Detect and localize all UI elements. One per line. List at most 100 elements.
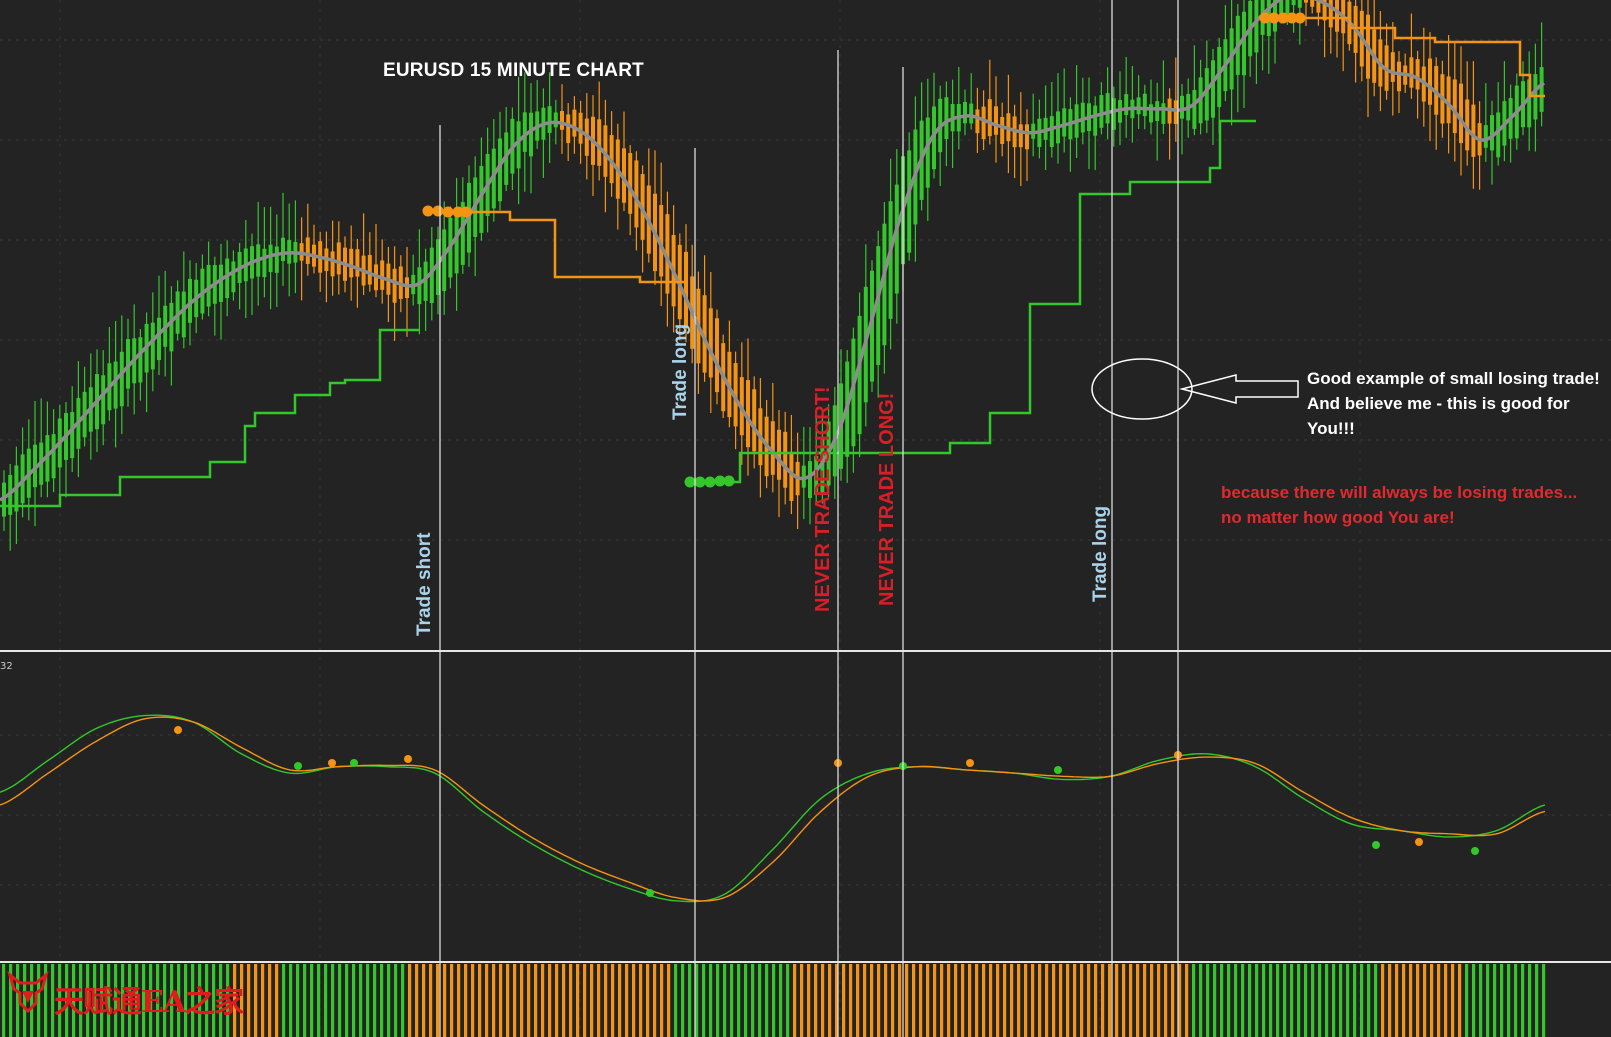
candle-body — [1254, 0, 1259, 53]
candle-body — [882, 223, 887, 346]
candle-body — [547, 106, 552, 133]
candle-body — [274, 246, 279, 273]
histogram-bar — [72, 964, 76, 1037]
candle-body — [1291, 0, 1296, 6]
histogram-bar — [625, 964, 629, 1037]
candle-body — [1390, 52, 1395, 82]
candle-body — [33, 444, 37, 488]
candle-body — [708, 308, 713, 378]
histogram-bar — [366, 964, 370, 1037]
candle-body — [684, 251, 688, 329]
histogram-bar — [310, 964, 314, 1037]
histogram-bar — [443, 964, 447, 1037]
histogram-bar — [1472, 964, 1476, 1037]
histogram-bar — [1010, 964, 1014, 1037]
label-trade-short: Trade short — [414, 532, 435, 636]
vertical-guides — [439, 0, 1179, 1037]
histogram-bar — [1318, 964, 1322, 1037]
candle-body — [981, 106, 986, 140]
histogram-bar — [492, 964, 496, 1037]
candle-body — [628, 153, 633, 214]
histogram-bar — [1108, 964, 1112, 1037]
candle-body — [578, 112, 583, 144]
histogram-bar — [156, 964, 160, 1037]
histogram-bar — [919, 964, 923, 1037]
histogram-bar — [457, 964, 461, 1037]
candle-body — [597, 119, 602, 166]
histogram-bar — [1234, 964, 1238, 1037]
candle-body — [1018, 124, 1023, 148]
histogram-bar — [37, 964, 41, 1037]
histogram-bar — [737, 964, 741, 1037]
histogram-bar — [233, 964, 237, 1037]
histogram-bar — [198, 964, 202, 1037]
histogram-bar — [303, 964, 307, 1037]
histogram-bar — [240, 964, 244, 1037]
candle-body — [987, 99, 992, 137]
signal-dot — [1277, 12, 1289, 24]
candle-body — [851, 338, 856, 447]
candle-body — [157, 317, 161, 361]
signal-dot — [694, 476, 706, 488]
histogram-bar — [555, 964, 559, 1037]
histogram-bar — [590, 964, 594, 1037]
histogram-bar — [30, 964, 34, 1037]
histogram-bar — [471, 964, 475, 1037]
candle-body — [429, 247, 434, 303]
histogram-bar — [653, 964, 657, 1037]
candle-body — [101, 375, 106, 425]
bull-logo-icon — [7, 970, 49, 1014]
candle-body — [733, 363, 738, 427]
candle-body — [1310, 0, 1315, 7]
histogram-bar — [338, 964, 342, 1037]
histogram-bar — [429, 964, 433, 1037]
resistance-line-1 — [430, 210, 685, 284]
histogram-bar — [1136, 964, 1140, 1037]
candle-body — [70, 412, 75, 459]
histogram-bar — [1507, 964, 1511, 1037]
histogram-bar — [1262, 964, 1266, 1037]
candle-body — [355, 249, 360, 277]
note-small-loss: Good example of small losing trade! And … — [1307, 369, 1600, 438]
candle-body — [1465, 99, 1470, 151]
histogram-bar — [1017, 964, 1021, 1037]
histogram-bar — [849, 964, 853, 1037]
candle-body — [491, 148, 496, 209]
note-always-losing: because there will always be losing trad… — [1221, 483, 1578, 527]
candle-body — [752, 389, 757, 452]
histogram-bar — [1248, 964, 1252, 1037]
histogram-bar — [23, 964, 27, 1037]
chart-title: EURUSD 15 MINUTE CHART — [383, 60, 644, 81]
candle-body — [553, 112, 558, 128]
histogram-bar — [814, 964, 818, 1037]
candle-body — [603, 125, 608, 177]
histogram-bar — [1024, 964, 1028, 1037]
candle-body — [665, 214, 670, 294]
candle-body — [281, 237, 285, 261]
candle-body — [206, 264, 211, 307]
histogram-bar — [324, 964, 328, 1037]
crossover-dot — [294, 762, 302, 770]
histogram-bar — [961, 964, 965, 1037]
histogram-bar — [212, 964, 216, 1037]
histogram-bar — [16, 964, 20, 1037]
histogram-bar — [345, 964, 349, 1037]
label-trade-long-2: Trade long — [1090, 505, 1111, 602]
indicator-value-label: 32 — [0, 661, 13, 672]
histogram-bar — [1332, 964, 1336, 1037]
histogram-bar — [86, 964, 90, 1037]
histogram-bar — [1122, 964, 1126, 1037]
histogram-bar — [1346, 964, 1350, 1037]
histogram-bar — [828, 964, 832, 1037]
histogram-bar — [1374, 964, 1378, 1037]
histogram-pane — [2, 964, 1546, 1037]
histogram-bar — [1192, 964, 1196, 1037]
histogram-bar — [2, 964, 6, 1037]
candle-body — [1062, 108, 1067, 137]
histogram-bar — [44, 964, 48, 1037]
histogram-bar — [205, 964, 209, 1037]
candle-body — [380, 260, 385, 290]
price-pane — [0, 0, 1546, 551]
histogram-bar — [485, 964, 489, 1037]
